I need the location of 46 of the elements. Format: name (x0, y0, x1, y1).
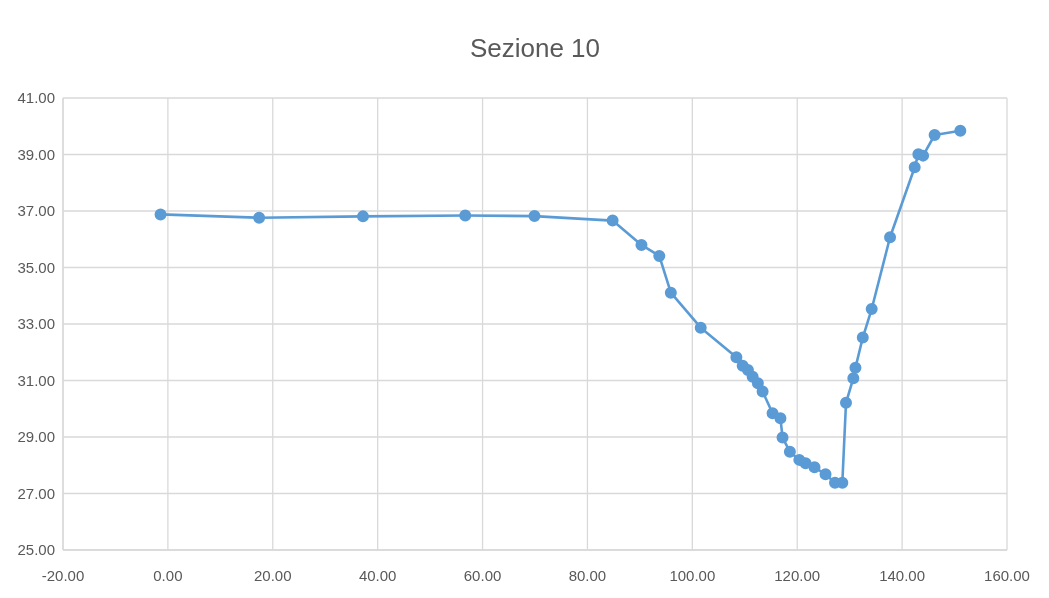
point (606, 214, 619, 227)
x-tick-label: 60.00 (463, 567, 502, 584)
point (528, 210, 541, 223)
point (954, 124, 967, 137)
x-tick-label: 80.00 (568, 567, 607, 584)
point (756, 385, 769, 398)
point (253, 211, 266, 224)
point (653, 249, 666, 262)
point (694, 321, 707, 334)
x-tick-label: 100.00 (669, 567, 716, 584)
x-tick-label: 140.00 (879, 567, 926, 584)
x-tick-label: 40.00 (358, 567, 397, 584)
x-tick-label: 20.00 (254, 567, 292, 584)
point (884, 231, 897, 244)
point (356, 210, 369, 223)
y-tick-label: 41.00 (17, 89, 55, 106)
y-tick-label: 35.00 (17, 258, 55, 276)
y-tick-label: 25.00 (17, 541, 55, 558)
point (847, 372, 860, 385)
y-tick-label: 33.00 (17, 315, 55, 332)
y-tick-label: 29.00 (17, 428, 55, 445)
point (730, 351, 743, 364)
point (908, 161, 921, 174)
point (849, 361, 862, 374)
point (819, 468, 832, 481)
y-tick-label: 31.00 (17, 371, 55, 389)
point (840, 396, 852, 409)
y-tick-label: 37.00 (17, 202, 55, 219)
y-tick-label: 27.00 (17, 484, 55, 502)
point (783, 445, 796, 458)
x-tick-label: 0.00 (153, 567, 183, 584)
point (808, 461, 821, 474)
point (774, 412, 787, 425)
chart-title: Sezione 10 (469, 33, 601, 63)
point (776, 431, 789, 444)
point (856, 331, 869, 344)
x-tick-label: -20.00 (41, 567, 85, 584)
x-tick-label: 160.00 (984, 567, 1030, 584)
point (459, 209, 472, 222)
point (635, 238, 648, 251)
point (154, 208, 167, 221)
y-tick-label: 39.00 (17, 145, 55, 163)
x-tick-label: 120.00 (774, 567, 821, 584)
point (865, 303, 878, 316)
point (664, 286, 677, 299)
point (928, 129, 941, 141)
